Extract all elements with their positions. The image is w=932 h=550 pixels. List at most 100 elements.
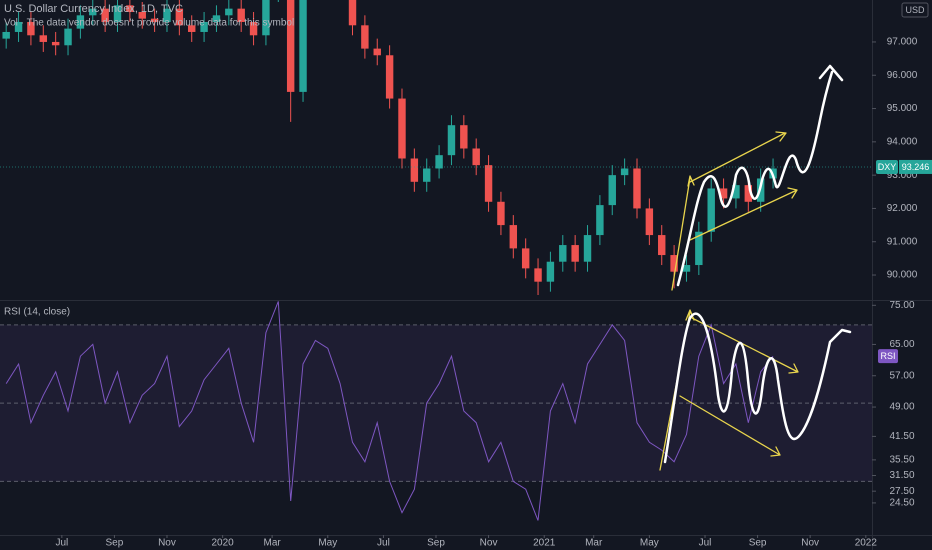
x-tick-label: Jul (55, 538, 68, 549)
candle-body (113, 5, 122, 22)
candle-body (101, 8, 109, 22)
candle-body (509, 225, 518, 249)
rsi-channel-upper (691, 317, 799, 374)
chart-title: U.S. Dollar Currency Index, 1D, TVC (4, 3, 183, 15)
channel-lower (689, 187, 798, 241)
candle-body (89, 8, 97, 16)
candle-body (583, 235, 592, 262)
candle-body (608, 175, 616, 206)
candle-body (39, 35, 48, 42)
x-tick-label: May (318, 538, 337, 549)
price-tag-label: 93.246 (902, 162, 930, 172)
currency-label[interactable]: USD (905, 5, 925, 15)
candle-body (262, 0, 270, 36)
y-tick-label: 75.00 (889, 300, 914, 311)
symbol-tag (876, 159, 898, 174)
candle-body (212, 15, 221, 22)
chart-subtitle: Vol · The data vendor doesn't provide vo… (4, 18, 294, 29)
y-tick-label: 27.50 (889, 486, 914, 497)
candle-body (435, 155, 443, 169)
candle-body (695, 231, 703, 266)
candle-body (521, 248, 530, 269)
rsi-projection-path (663, 312, 852, 464)
rsi-tag (878, 349, 898, 364)
candle-body (150, 18, 159, 22)
x-tick-label: Sep (749, 538, 767, 549)
candle-body (620, 168, 629, 176)
x-tick-label: Jul (699, 538, 712, 549)
candle-body (299, 0, 307, 92)
y-tick-label: 24.50 (889, 498, 914, 509)
rsi-title: RSI (14, close) (4, 307, 70, 318)
candle-body (732, 185, 740, 199)
y-tick-label: 41.50 (889, 431, 914, 442)
x-tick-label: 2022 (855, 538, 878, 549)
y-tick-label: 95.000 (887, 103, 918, 114)
candle-body (423, 168, 431, 182)
candle-body (410, 158, 419, 182)
candle-body (163, 8, 171, 22)
x-tick-label: 2021 (533, 538, 556, 549)
y-tick-label: 49.00 (889, 402, 914, 413)
candle-body (188, 25, 196, 32)
candle-body (719, 188, 728, 199)
candle-body (51, 41, 60, 46)
candle-body (633, 168, 641, 209)
annotations (659, 64, 852, 471)
y-tick-label: 92.000 (887, 203, 918, 214)
candle-body (484, 165, 493, 202)
candle-body (348, 0, 357, 26)
candle-body (596, 205, 604, 236)
candle-body (200, 21, 208, 32)
candle-body (571, 245, 579, 262)
candle-body (707, 188, 715, 232)
y-tick-label: 35.50 (889, 455, 914, 466)
rsi-line (5, 301, 774, 521)
trend-line (671, 175, 695, 291)
candle-body (447, 125, 456, 156)
currency-box[interactable] (901, 2, 929, 18)
candle-body (361, 25, 369, 49)
candle-body (237, 8, 245, 22)
candle-body (175, 8, 184, 26)
candle-body (286, 0, 295, 92)
x-tick-label: 2020 (212, 538, 235, 549)
candle-body (398, 98, 406, 159)
candle-body (497, 201, 505, 226)
candle-body (126, 5, 134, 12)
x-tick-label: Nov (801, 538, 819, 549)
candle-body (559, 245, 567, 262)
axes: 97.000 96.000 95.000 94.000 93.000 92.000 91.0… (0, 37, 932, 549)
x-tick-label: Nov (480, 538, 498, 549)
candle-body (645, 208, 654, 236)
candle-body (682, 265, 691, 272)
candle-body (225, 8, 233, 16)
symbol-label: DXY (878, 162, 897, 172)
y-tick-label: 96.000 (887, 70, 918, 81)
candle-body (64, 28, 72, 46)
rsi-channel-lower (679, 395, 781, 457)
candle-body (472, 148, 480, 166)
candle-body (76, 15, 85, 29)
y-tick-label: 93.000 (887, 170, 918, 181)
y-tick-label: 65.00 (889, 339, 914, 350)
price-tag (899, 159, 932, 174)
y-tick-label: 31.50 (889, 470, 914, 481)
candle-body (385, 55, 394, 99)
candle-body (138, 11, 146, 19)
price-pane (2, 0, 777, 296)
candle-body (2, 31, 10, 39)
y-tick-label: 90.000 (887, 270, 918, 281)
candle-body (27, 21, 35, 36)
candle-body (534, 268, 542, 282)
y-tick-label: 91.000 (887, 236, 918, 247)
x-tick-label: Nov (158, 538, 176, 549)
candle-body (14, 21, 23, 32)
candle-body (373, 48, 381, 56)
x-tick-label: Mar (585, 538, 603, 549)
x-tick-label: Sep (427, 538, 445, 549)
candle-body (546, 261, 555, 282)
